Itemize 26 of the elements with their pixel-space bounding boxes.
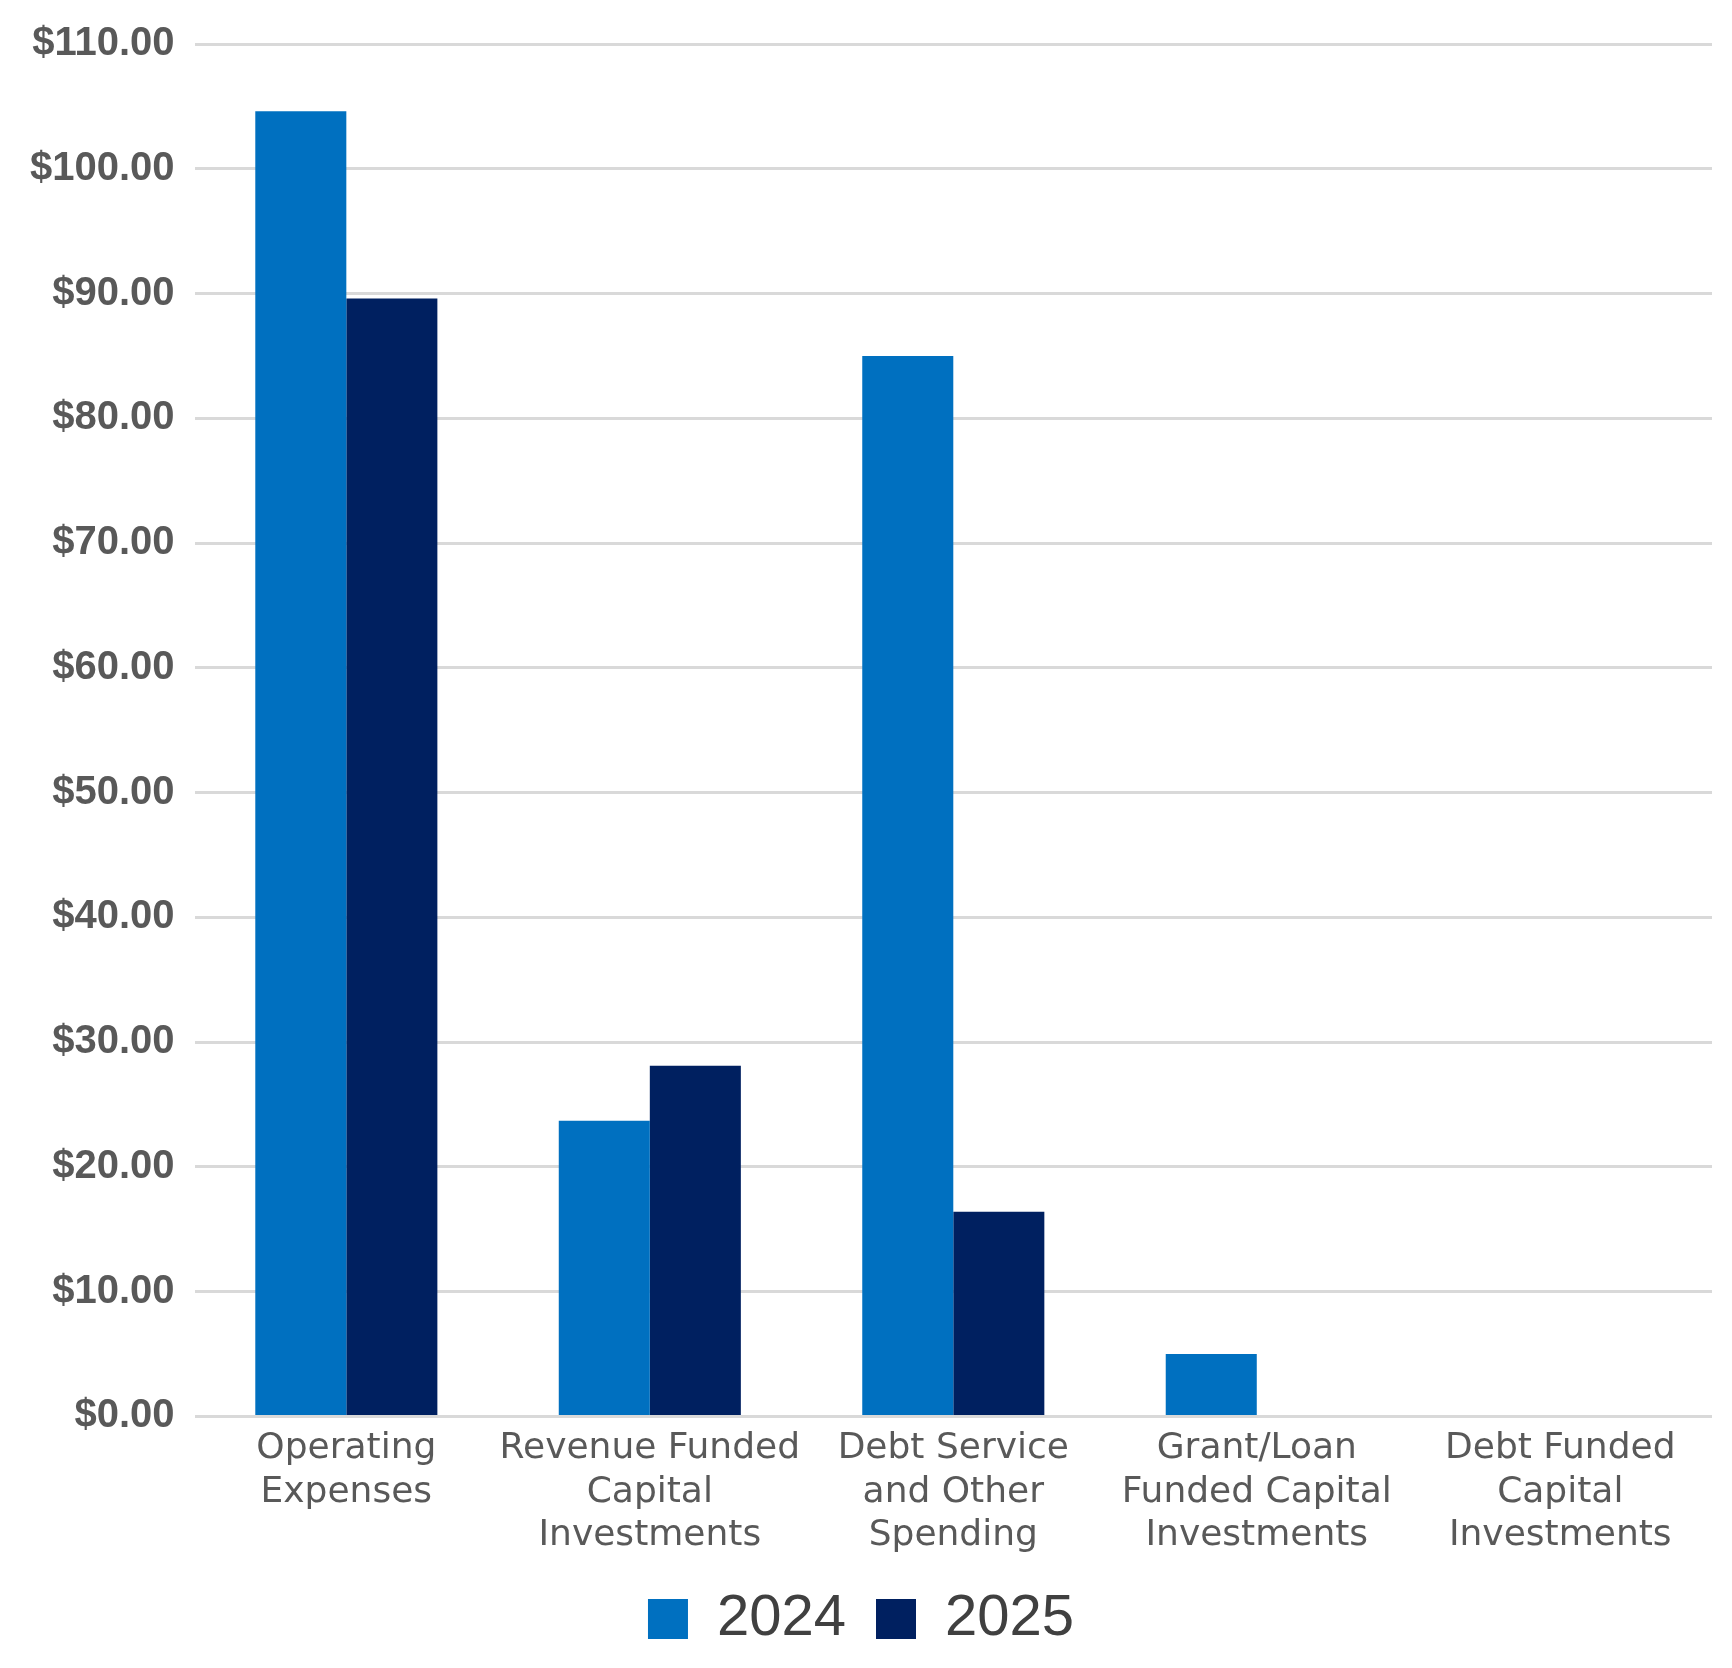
x-tick-label: Debt Service and Other Spending [837,1425,1069,1553]
y-tick-label: $0.00 [74,1391,175,1436]
y-tick-label: $60.00 [52,642,175,687]
bar [649,1065,741,1415]
x-tick-label: Grant/Loan Funded Capital Investments [1121,1425,1392,1553]
y-tick-label: $50.00 [52,767,175,812]
x-tick-label: Operating Expenses [256,1425,437,1510]
bar [953,1211,1045,1415]
y-tick-label: $30.00 [52,1017,175,1062]
bar [558,1120,650,1415]
y-tick-label: $90.00 [52,268,175,313]
bar [1165,1354,1257,1415]
x-tick-label: Revenue Funded Capital Investments [499,1425,801,1553]
y-tick-label: $70.00 [52,518,175,563]
bar [255,111,347,1415]
y-tick-label: $10.00 [52,1266,175,1311]
bar [862,355,954,1415]
y-tick-label: $110.00 [32,19,175,64]
legend-label: 2024 [716,1582,846,1647]
bar [346,298,438,1415]
x-tick-label: Debt Funded Capital Investments [1445,1425,1676,1553]
y-tick-label: $40.00 [52,892,175,937]
y-tick-label: $100.00 [30,143,175,188]
y-tick-label: $20.00 [52,1141,175,1186]
y-tick-label: $80.00 [52,393,175,438]
legend-label: 2025 [945,1582,1075,1647]
